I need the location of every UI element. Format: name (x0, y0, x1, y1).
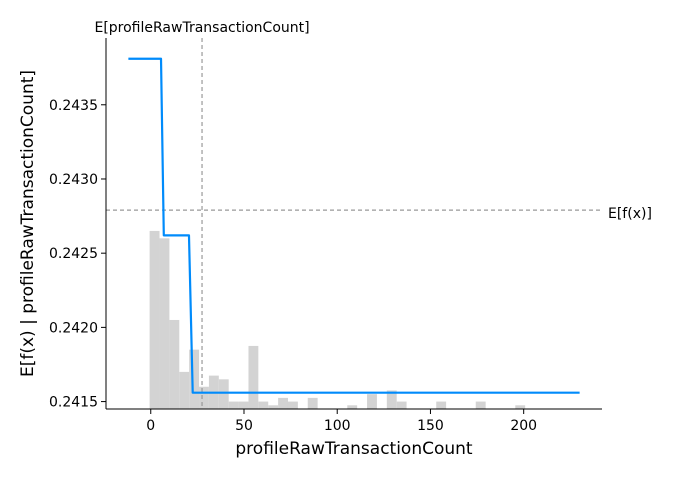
x-axis-title: profileRawTransactionCount (235, 439, 473, 459)
y-axis-title: E[f(x) | profileRawTransactionCount] (18, 70, 38, 377)
y-tick-label: 0.2415 (49, 395, 98, 411)
y-tick-label: 0.2430 (49, 172, 98, 188)
x-tick-label: 200 (510, 418, 537, 434)
y-tick-label: 0.2420 (49, 320, 98, 336)
histogram-bar (199, 386, 209, 409)
histogram-bar (287, 401, 298, 409)
histogram-bar (386, 390, 397, 409)
histogram-bar (347, 405, 358, 409)
histogram (149, 230, 526, 409)
histogram-bar (268, 405, 279, 409)
dependence-line (128, 57, 580, 394)
histogram-bar (248, 345, 259, 409)
histogram-bar (475, 401, 486, 409)
x-tick-label: 150 (417, 418, 444, 434)
histogram-bar (307, 397, 318, 409)
histogram-bar (228, 401, 239, 409)
histogram-bar (436, 401, 447, 409)
y-tick-label: 0.2435 (49, 98, 98, 114)
histogram-bar (367, 394, 377, 409)
histogram-bar (218, 379, 229, 409)
histogram-bar (515, 405, 526, 409)
histogram-bar (396, 401, 407, 409)
histogram-bar (238, 401, 249, 409)
histogram-bar (189, 349, 200, 409)
x-tick-label: 50 (235, 418, 253, 434)
series-line (128, 57, 580, 394)
y-tick-label: 0.2425 (49, 246, 98, 262)
labels: E[profileRawTransactionCount] E[f(x)] pr… (18, 20, 652, 459)
histogram-bar (278, 397, 288, 409)
histogram-bar (258, 401, 269, 409)
expected-y-label: E[f(x)] (608, 206, 652, 222)
histogram-bar (149, 230, 160, 409)
histogram-bar (169, 319, 180, 409)
histogram-bar (159, 238, 170, 409)
x-tick-label: 0 (146, 418, 155, 434)
axes: 0 50 100 150 200 0.2415 0.2420 0.2425 0.2430 0.24… (49, 38, 602, 434)
x-tick-label: 100 (324, 418, 351, 434)
histogram-bar (179, 371, 190, 409)
expected-x-label: E[profileRawTransactionCount] (94, 20, 309, 36)
reference-lines (106, 38, 602, 409)
